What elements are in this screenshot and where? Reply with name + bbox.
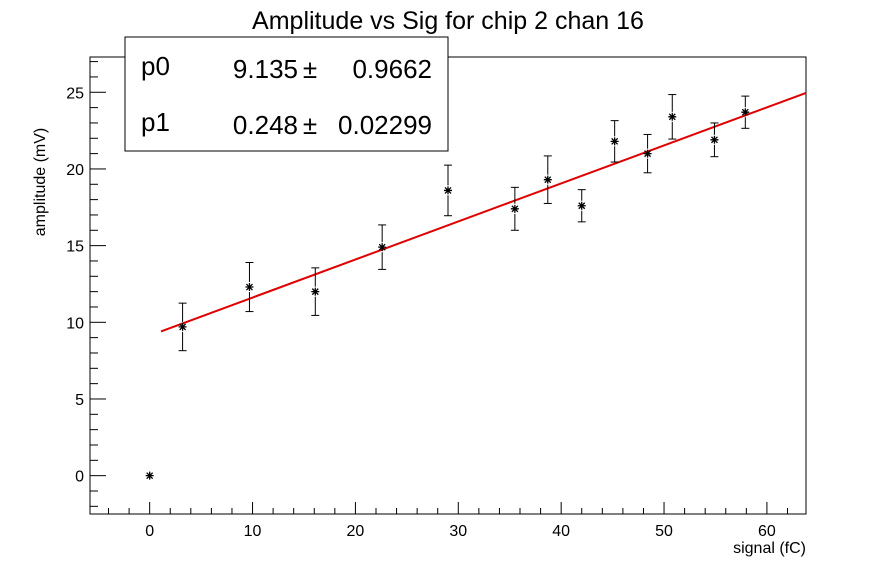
x-tick-label: 30 bbox=[449, 523, 467, 540]
data-points bbox=[145, 94, 750, 480]
x-tick-label: 50 bbox=[655, 523, 673, 540]
fit-line bbox=[160, 91, 807, 333]
stat-pm-p0: ± bbox=[303, 54, 317, 84]
stat-value-p1: 0.248 bbox=[233, 110, 298, 140]
data-point bbox=[643, 133, 652, 174]
star-marker bbox=[543, 175, 552, 184]
data-point bbox=[610, 120, 619, 163]
star-marker bbox=[378, 243, 387, 252]
y-axis: 0 5 10 15 20 25 bbox=[66, 61, 106, 507]
y-tick-label: 5 bbox=[75, 392, 84, 409]
x-axis-label: signal (fC) bbox=[733, 540, 806, 557]
y-axis-label: amplitude (mV) bbox=[32, 128, 49, 236]
y-tick-label: 0 bbox=[75, 469, 84, 486]
star-marker bbox=[311, 287, 320, 296]
stat-name-p1: p1 bbox=[141, 107, 170, 137]
star-marker bbox=[741, 108, 750, 117]
star-marker bbox=[577, 201, 586, 210]
star-marker bbox=[668, 112, 677, 121]
star-marker bbox=[178, 322, 187, 331]
stats-box-frame bbox=[124, 36, 449, 152]
stat-error-p0: 0.9662 bbox=[352, 54, 432, 84]
star-marker bbox=[510, 204, 519, 213]
fit-stats-box: p0 9.135 ± 0.9662 p1 0.248 ± 0.02299 bbox=[124, 36, 449, 152]
data-point bbox=[378, 224, 387, 270]
star-marker bbox=[444, 186, 452, 195]
x-tick-label: 40 bbox=[552, 523, 570, 540]
data-point bbox=[311, 267, 320, 316]
data-point bbox=[245, 261, 254, 313]
x-tick-label: 10 bbox=[244, 523, 262, 540]
stat-name-p0: p0 bbox=[141, 51, 170, 81]
star-marker bbox=[145, 471, 154, 480]
x-tick-label: 60 bbox=[758, 523, 776, 540]
data-point bbox=[178, 302, 187, 352]
x-tick-label: 20 bbox=[347, 523, 365, 540]
data-point bbox=[741, 95, 750, 129]
stat-error-p1: 0.02299 bbox=[338, 110, 432, 140]
y-tick-label: 15 bbox=[66, 239, 84, 256]
y-tick-label: 10 bbox=[66, 315, 84, 332]
data-point bbox=[543, 155, 552, 204]
x-tick-label: 0 bbox=[145, 523, 154, 540]
x-axis: 0 10 20 30 40 50 60 bbox=[108, 502, 788, 540]
data-point bbox=[444, 164, 452, 217]
chart-title: Amplitude vs Sig for chip 2 chan 16 bbox=[252, 7, 644, 35]
stat-pm-p1: ± bbox=[303, 110, 317, 140]
star-marker bbox=[643, 149, 652, 158]
data-point bbox=[668, 94, 677, 140]
data-point bbox=[510, 186, 519, 231]
y-tick-label: 20 bbox=[66, 162, 84, 179]
y-tick-label: 25 bbox=[66, 85, 84, 102]
fit-line-group bbox=[160, 91, 807, 333]
star-marker bbox=[245, 283, 254, 292]
data-point bbox=[577, 189, 586, 223]
stat-value-p0: 9.135 bbox=[233, 54, 298, 84]
data-point bbox=[710, 122, 719, 158]
data-point bbox=[145, 471, 154, 480]
star-marker bbox=[610, 137, 619, 146]
star-marker bbox=[710, 135, 719, 144]
